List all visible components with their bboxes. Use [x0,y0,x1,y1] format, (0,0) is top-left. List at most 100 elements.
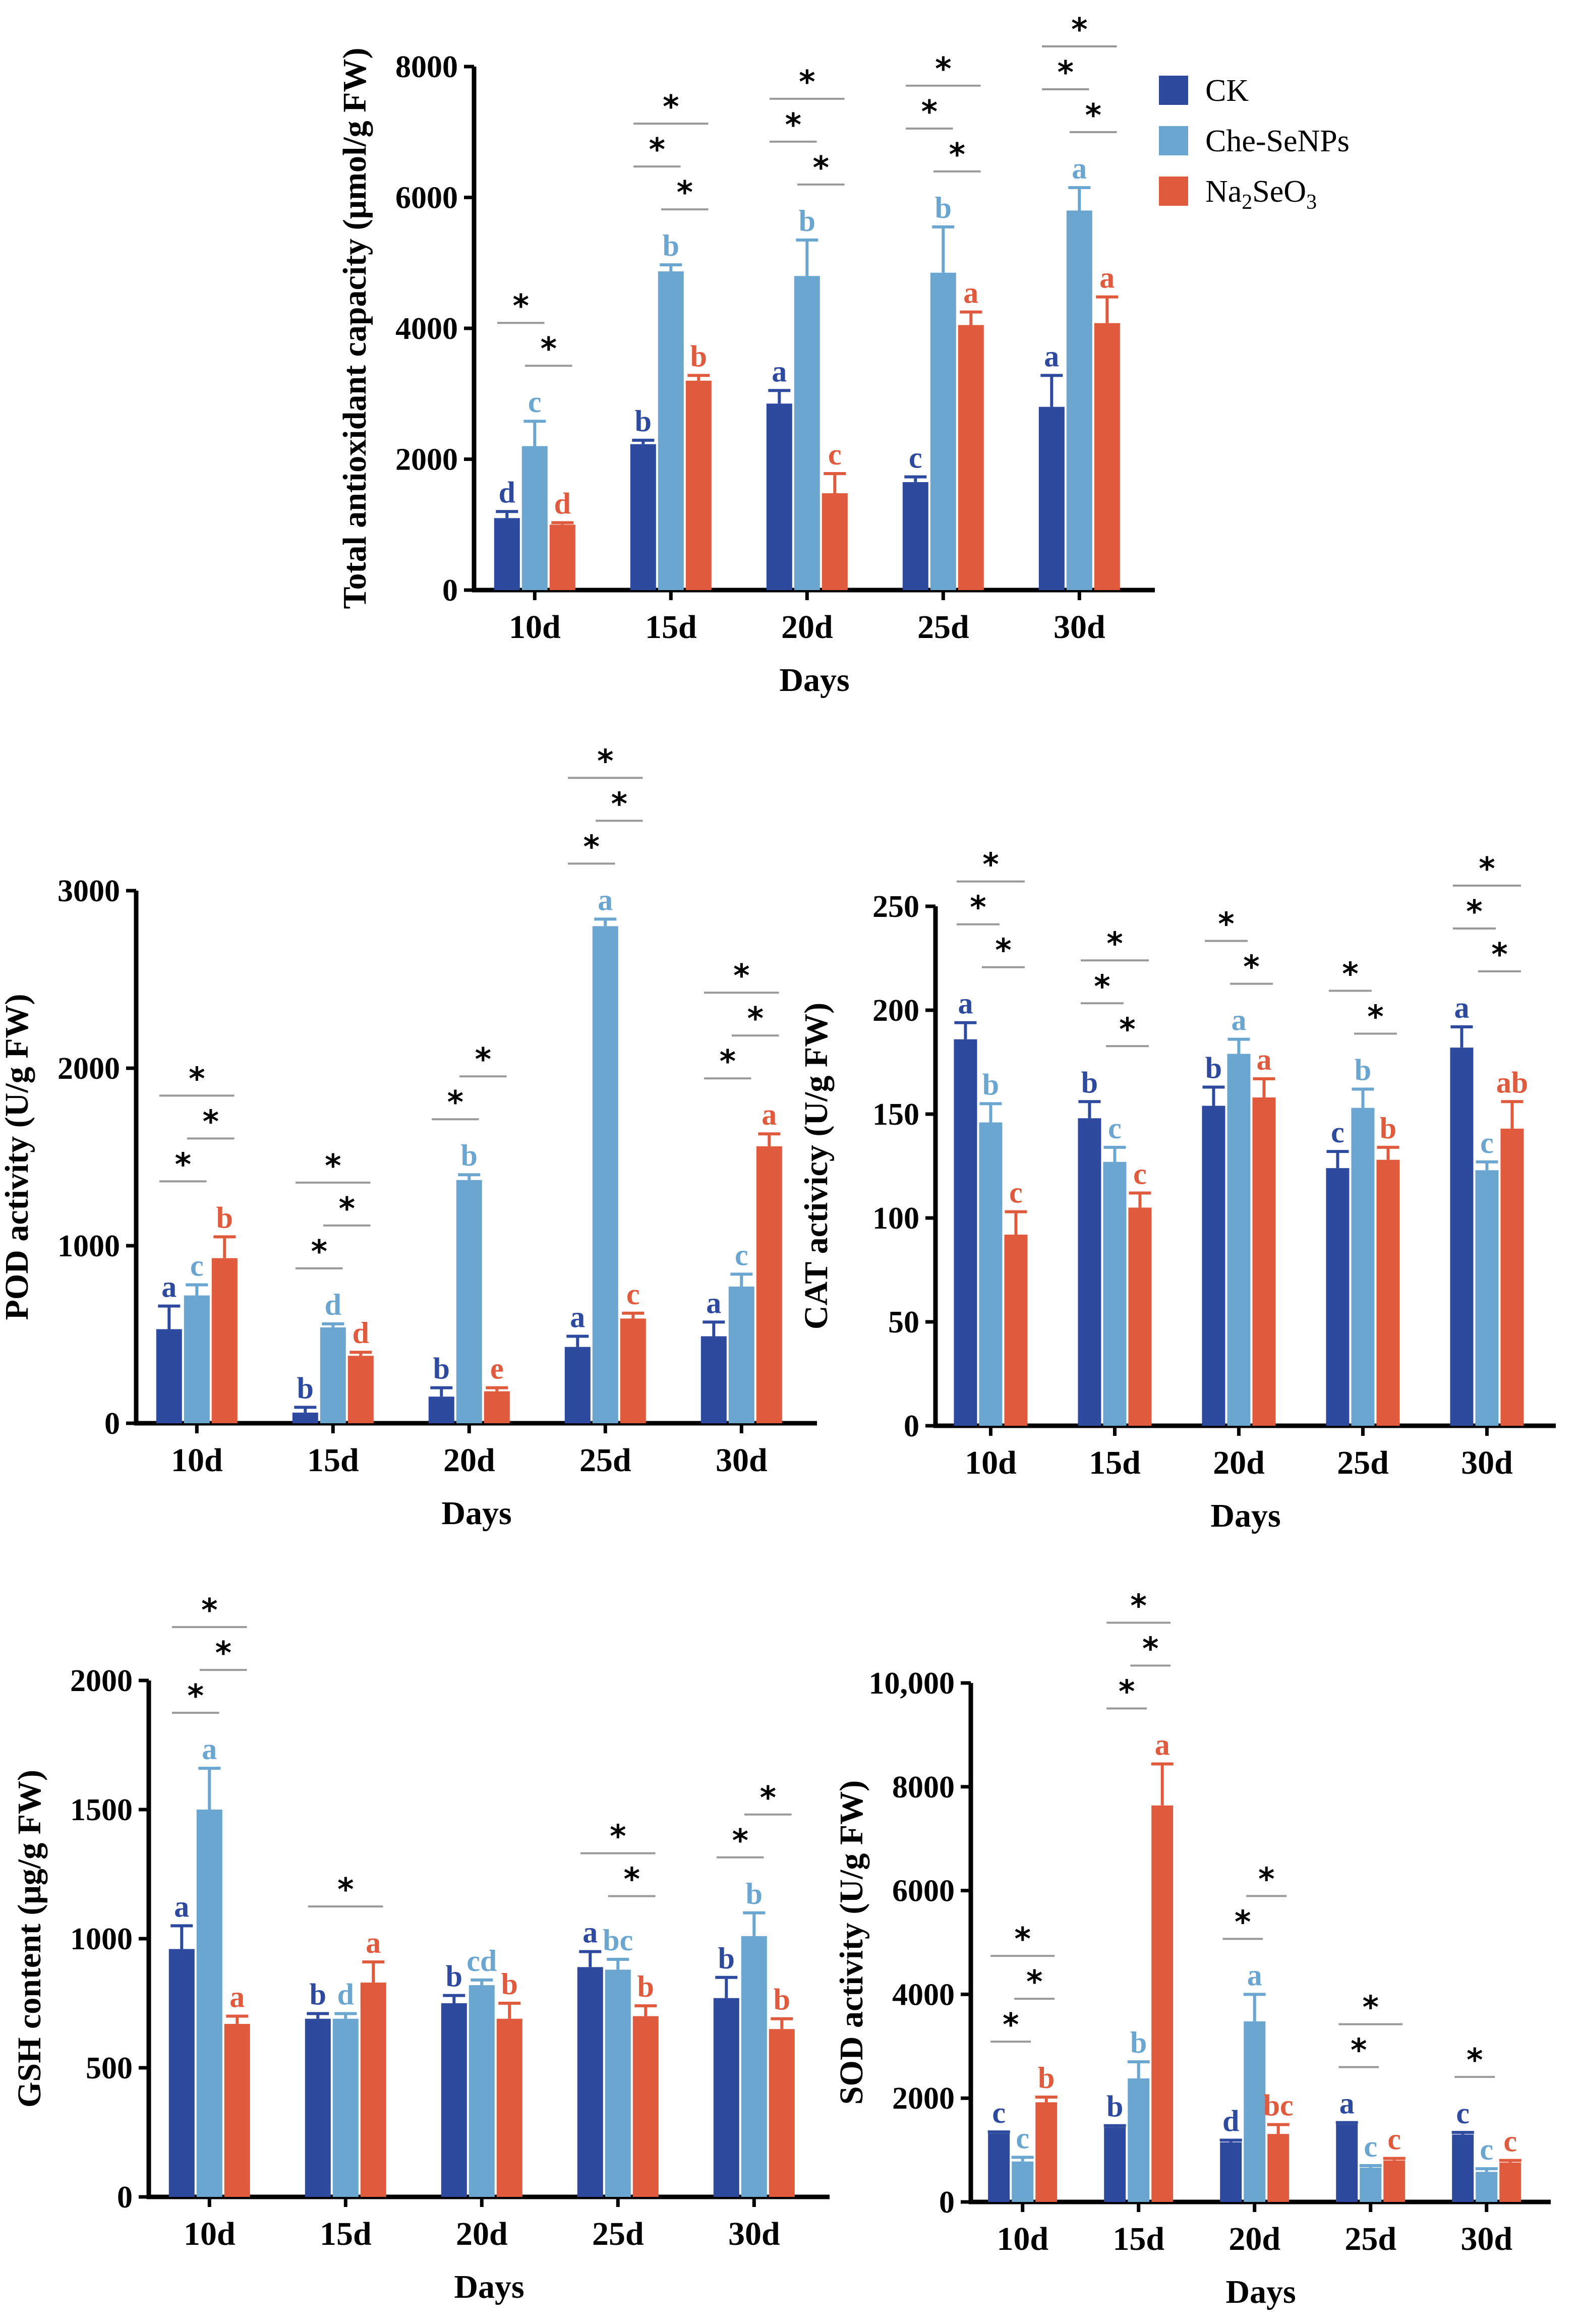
significance-letter: c [626,1277,640,1311]
chart-cat: 0 50 100 150 200 250 10d 15d 20d 25d 30d Days CAT ac… [798,846,1556,1534]
x-tick-label: 30d [1054,609,1105,646]
x-tick-label: 20d [781,609,833,646]
significance-star: * [1467,2042,1483,2078]
significance-star: * [1218,906,1234,943]
significance-star: * [1342,956,1358,993]
x-tick-label: 10d [509,609,561,646]
y-tick-label: 250 [872,890,919,924]
significance-letter: c [1009,1176,1023,1209]
significance-letter: b [799,204,815,238]
bar [1066,210,1092,590]
bar [1151,1805,1174,2202]
significance-letter: d [499,476,515,509]
significance-letter: b [461,1139,478,1172]
bar [428,1397,454,1423]
bar [766,403,792,590]
bar [1476,2172,1498,2202]
significance-star: * [1085,97,1101,134]
legend-label-che-senps: Che-SeNPs [1205,124,1350,158]
bar [988,2133,1010,2202]
y-tick-label: 8000 [395,50,458,84]
x-tick-label: 30d [716,1442,768,1479]
significance-star: * [597,742,613,779]
significance-star: * [799,64,815,100]
significance-letter: b [690,339,707,373]
y-tick-label: 2000 [395,443,458,477]
x-tick-label: 10d [184,2216,236,2252]
significance-star: * [610,1818,626,1855]
significance-letter: b [433,1352,450,1385]
significance-letter: b [310,1978,326,2011]
bar [1500,1128,1524,1426]
bar [769,2029,795,2197]
x-axis-title: Days [779,662,849,699]
significance-star: * [1003,2006,1019,2043]
significance-letter: a [1231,1004,1246,1037]
x-tick-label: 10d [997,2221,1048,2257]
significance-star: * [203,1103,219,1140]
bar [347,1356,374,1423]
significance-star: * [1235,1903,1251,1940]
bar [658,271,684,590]
significance-letter: d [353,1316,369,1350]
significance-letter: a [772,355,787,388]
bar [564,1347,591,1423]
significance-letter: b [1380,1112,1396,1145]
significance-letter: c [992,2096,1006,2129]
bar [902,482,928,590]
y-tick-label: 1000 [57,1229,120,1263]
bar [954,1039,977,1426]
significance-star: * [201,1592,217,1629]
significance-letter: a [1155,1728,1170,1762]
bar [1220,2142,1242,2202]
x-tick-label: 20d [443,1442,495,1479]
significance-letter: a [366,1926,381,1959]
significance-letter: d [554,487,571,520]
significance-star: * [1491,936,1507,973]
significance-star: * [1243,949,1259,985]
significance-star: * [733,957,749,994]
y-tick-label: 50 [888,1305,919,1340]
significance-star: * [1106,925,1123,962]
x-tick-label: 25d [579,1442,631,1479]
chart-sod: 0 2000 4000 6000 8000 10,000 10d 15d 20d 25d 30d Da… [833,1588,1551,2310]
bar [605,1969,631,2197]
significance-letter: c [828,438,842,471]
bar [713,1998,739,2197]
bar [168,1949,195,2197]
bar [1360,2168,1382,2202]
y-tick-label: 200 [872,994,919,1028]
significance-letter: b [216,1201,233,1234]
significance-letter: c [1133,1157,1147,1191]
significance-star: * [1119,1673,1135,1710]
bar [1038,406,1065,590]
bar [1103,1161,1127,1426]
y-tick-label: 2000 [57,1052,120,1086]
bar [156,1329,182,1423]
significance-star: * [995,932,1011,969]
y-tick-label: 500 [86,2051,133,2085]
significance-star: * [649,131,665,168]
significance-star: * [447,1084,463,1121]
significance-letter: c [1108,1112,1122,1145]
significance-star: * [611,785,627,822]
significance-star: * [1258,1861,1274,1897]
significance-star: * [970,889,986,926]
bar [577,1967,603,2197]
y-tick-label: 3000 [57,874,120,908]
bar [700,1336,727,1423]
significance-star: * [1094,968,1110,1005]
significance-star: * [513,287,529,324]
bar [1452,2134,1474,2202]
bar [360,1983,386,2197]
bar [930,272,956,590]
significance-letter: c [909,441,922,475]
y-tick-label: 2000 [892,2081,955,2116]
significance-star: * [935,50,951,87]
x-tick-label: 20d [1213,1444,1265,1481]
significance-star: * [1466,893,1482,930]
x-tick-label: 25d [917,609,969,646]
significance-letter: a [161,1270,177,1304]
bar [549,525,575,590]
significance-letter: b [1130,2026,1147,2059]
